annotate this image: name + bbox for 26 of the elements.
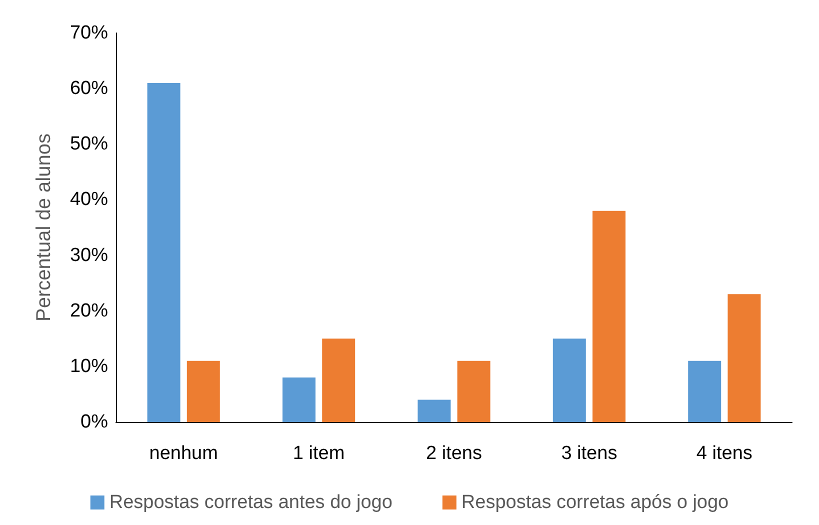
bar <box>418 400 451 422</box>
y-tick-label: 30% <box>70 244 108 266</box>
y-tick-label: 10% <box>70 356 108 377</box>
x-tick-label: 1 item <box>292 443 345 464</box>
x-tick-label: nenhum <box>149 443 218 464</box>
y-axis-title: Percentual de alunos <box>33 134 55 322</box>
y-tick-label: 20% <box>70 300 108 322</box>
legend-label: Respostas corretas antes do jogo <box>109 492 392 513</box>
bar <box>688 360 722 422</box>
bar <box>457 360 490 422</box>
bar <box>147 83 180 422</box>
y-tick-label: 40% <box>70 189 108 210</box>
bar <box>322 338 356 422</box>
bar <box>592 210 626 422</box>
x-tick-label: 2 itens <box>426 443 482 464</box>
x-tick-label: 4 itens <box>696 443 752 464</box>
x-tick-label: 3 itens <box>561 443 618 464</box>
bar <box>552 338 586 422</box>
bar <box>186 360 220 422</box>
bar <box>728 294 761 422</box>
y-tick-label: 50% <box>70 134 108 155</box>
y-tick-label: 60% <box>70 78 108 100</box>
bar <box>282 378 316 422</box>
y-tick-label: 70% <box>70 22 108 44</box>
y-tick-label: 0% <box>80 412 108 432</box>
legend-label: Respostas corretas após o jogo <box>461 492 729 513</box>
